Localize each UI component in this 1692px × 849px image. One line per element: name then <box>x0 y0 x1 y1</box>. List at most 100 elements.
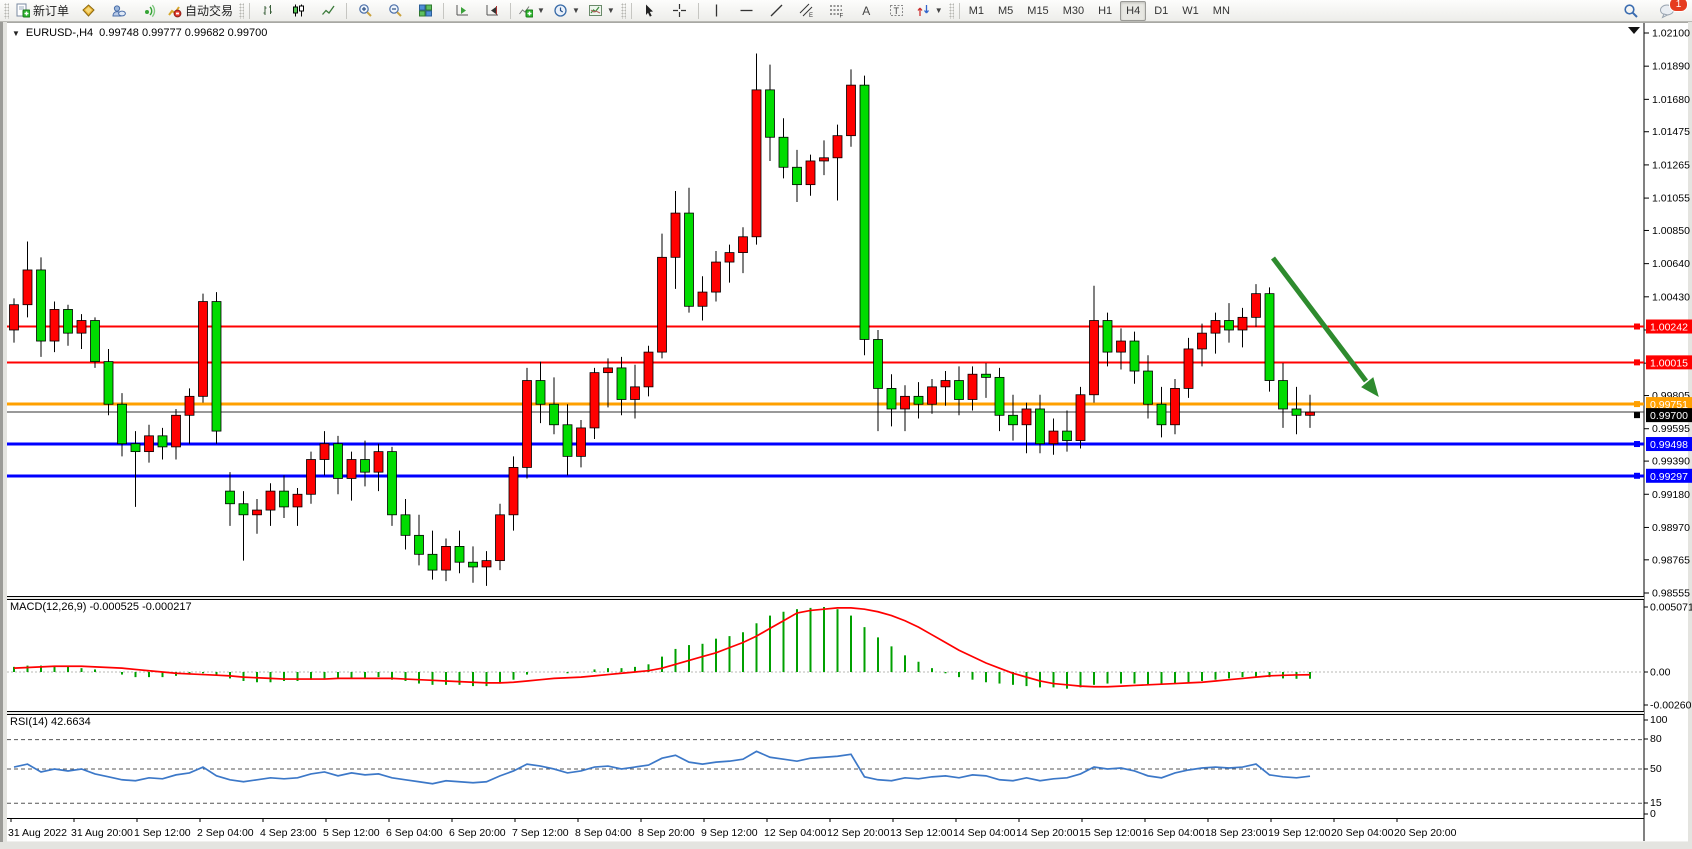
svg-text:0.99595: 0.99595 <box>1652 423 1690 435</box>
svg-text:1.01055: 1.01055 <box>1652 193 1690 205</box>
svg-text:1 Sep 12:00: 1 Sep 12:00 <box>134 827 191 839</box>
cursor-tool-button[interactable] <box>635 0 665 22</box>
templates-button[interactable]: ▼ <box>584 0 619 22</box>
candle-mode-button[interactable] <box>283 0 313 22</box>
svg-text:0.99390: 0.99390 <box>1652 456 1690 468</box>
template-icon <box>588 5 602 16</box>
svg-text:16 Sep 04:00: 16 Sep 04:00 <box>1142 827 1205 839</box>
svg-text:14 Sep 04:00: 14 Sep 04:00 <box>953 827 1016 839</box>
tile-windows-icon <box>418 4 432 17</box>
auto-scroll-button[interactable] <box>447 0 477 22</box>
svg-text:1.01265: 1.01265 <box>1652 159 1690 171</box>
svg-text:50: 50 <box>1650 763 1662 775</box>
crosshair-tool-button[interactable] <box>665 0 695 22</box>
svg-text:0.99751: 0.99751 <box>1650 399 1688 411</box>
svg-text:12 Sep 04:00: 12 Sep 04:00 <box>764 827 827 839</box>
svg-text:19 Sep 12:00: 19 Sep 12:00 <box>1268 827 1331 839</box>
svg-text:100: 100 <box>1650 714 1668 726</box>
bar-chart-mode-button[interactable] <box>253 0 283 22</box>
svg-text:31 Aug 20:00: 31 Aug 20:00 <box>71 827 133 839</box>
indicators-button[interactable]: ▼ <box>514 0 549 22</box>
timeframe-m5[interactable]: M5 <box>998 4 1014 17</box>
community-button[interactable] <box>103 0 133 22</box>
line-mode-button[interactable] <box>313 0 343 22</box>
separator <box>958 2 960 19</box>
svg-text:5 Sep 12:00: 5 Sep 12:00 <box>323 827 380 839</box>
zoom-in-button[interactable] <box>350 0 380 22</box>
cursor-icon <box>646 4 654 17</box>
fibonacci-tool[interactable]: F <box>822 0 852 22</box>
svg-text:E: E <box>809 13 813 18</box>
svg-text:0.98970: 0.98970 <box>1652 522 1690 534</box>
autotrade-button[interactable]: 自动交易 <box>163 0 237 22</box>
zoom-out-button[interactable] <box>380 0 410 22</box>
periods-button[interactable]: ▼ <box>549 0 584 22</box>
text-label-icon: T <box>890 5 904 16</box>
svg-text:1.01890: 1.01890 <box>1652 61 1690 73</box>
vertical-line-icon <box>716 4 718 17</box>
signals-button[interactable] <box>133 0 163 22</box>
community-icon <box>112 5 126 17</box>
horizontal-level-lines[interactable] <box>7 325 1644 478</box>
trendline-tool[interactable] <box>762 0 792 22</box>
svg-text:F: F <box>840 14 844 19</box>
horizontal-line-tool[interactable] <box>732 0 762 22</box>
svg-text:1.00242: 1.00242 <box>1650 322 1688 334</box>
new-order-label: 新订单 <box>33 4 70 18</box>
svg-text:31 Aug 2022: 31 Aug 2022 <box>8 827 67 839</box>
svg-text:2 Sep 04:00: 2 Sep 04:00 <box>197 827 254 839</box>
toolbar-grip[interactable] <box>620 2 626 19</box>
arrows-tool[interactable]: ▼ <box>912 0 947 22</box>
bar-chart-icon <box>263 5 272 15</box>
search-button[interactable] <box>1616 0 1646 22</box>
toolbar-grip[interactable] <box>948 2 954 19</box>
svg-text:7 Sep 12:00: 7 Sep 12:00 <box>512 827 569 839</box>
svg-text:-0.002606: -0.002606 <box>1650 700 1692 712</box>
tile-windows-button[interactable] <box>410 0 440 22</box>
svg-text:80: 80 <box>1650 733 1662 745</box>
vertical-line-tool[interactable] <box>702 0 732 22</box>
trend-arrow-annotation[interactable] <box>1271 256 1379 398</box>
svg-text:8 Sep 04:00: 8 Sep 04:00 <box>575 827 632 839</box>
svg-text:T: T <box>894 6 900 16</box>
timeframe-h4[interactable]: H4 <box>1120 0 1147 21</box>
timeframe-w1[interactable]: W1 <box>1182 4 1199 17</box>
svg-text:0: 0 <box>1650 808 1656 820</box>
timeframe-h1[interactable]: H1 <box>1098 4 1113 17</box>
chart-shift-icon <box>486 5 498 16</box>
timeframe-mn[interactable]: MN <box>1212 4 1230 17</box>
trendline-icon <box>770 4 783 17</box>
market-watch-button[interactable] <box>73 0 103 22</box>
toolbar-grip[interactable] <box>4 2 9 19</box>
dropdown-caret: ▼ <box>934 6 943 15</box>
channel-icon: E <box>799 3 813 18</box>
toolbar-grip[interactable] <box>239 2 245 19</box>
svg-text:0.99180: 0.99180 <box>1652 489 1690 501</box>
text-label-tool[interactable]: T <box>882 0 912 22</box>
timeframe-m15[interactable]: M15 <box>1027 4 1049 17</box>
chart-shift-button[interactable] <box>477 0 507 22</box>
equidistant-channel-tool[interactable]: E <box>792 0 822 22</box>
svg-text:20 Sep 20:00: 20 Sep 20:00 <box>1394 827 1457 839</box>
autotrade-icon <box>168 6 182 18</box>
svg-text:1.02100: 1.02100 <box>1652 28 1690 40</box>
chat-button[interactable]: 1 <box>1652 0 1688 22</box>
new-order-button[interactable]: 新订单 <box>11 0 73 22</box>
svg-text:0.98765: 0.98765 <box>1652 554 1690 566</box>
timeframe-m1[interactable]: M1 <box>968 4 984 17</box>
separator <box>346 2 348 19</box>
timeframe-d1[interactable]: D1 <box>1154 4 1169 17</box>
svg-text:A: A <box>862 4 870 18</box>
zoom-out-icon <box>388 4 402 17</box>
arrows-icon <box>917 5 929 16</box>
zoom-in-icon <box>358 4 372 17</box>
text-tool[interactable]: A <box>852 0 882 22</box>
notification-badge: 1 <box>1669 0 1688 12</box>
auto-scroll-icon <box>456 5 468 16</box>
timeframe-m30[interactable]: M30 <box>1062 4 1085 17</box>
separator <box>249 2 251 19</box>
gold-icon <box>81 4 95 17</box>
svg-text:0.98555: 0.98555 <box>1652 588 1690 600</box>
